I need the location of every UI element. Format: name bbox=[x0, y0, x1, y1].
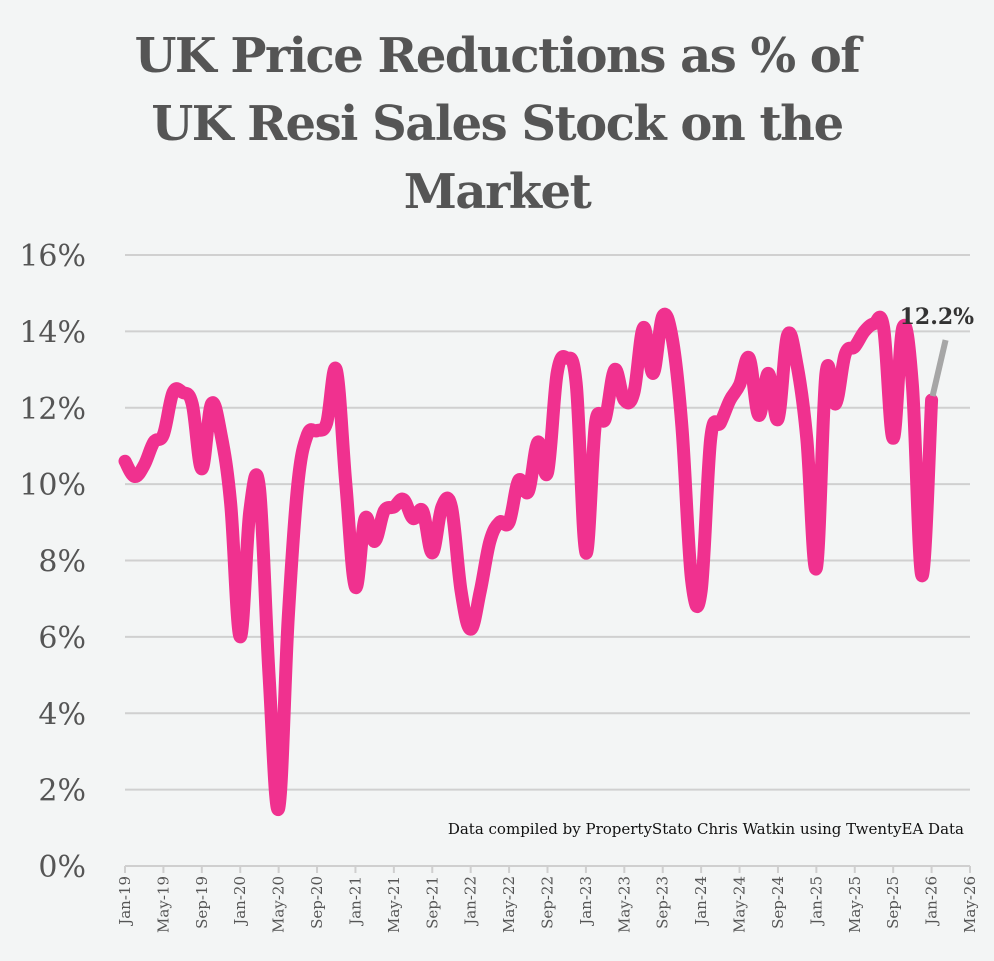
y-tick-label: 4% bbox=[38, 697, 86, 732]
x-tick-label: May-24 bbox=[731, 876, 749, 933]
chart-title: UK Price Reductions as % of UK Resi Sale… bbox=[0, 22, 994, 226]
chart-title-line-1: UK Price Reductions as % of bbox=[134, 28, 861, 84]
x-tick-label: Sep-21 bbox=[423, 876, 441, 929]
x-tick-label: Jan-24 bbox=[692, 876, 710, 927]
series-line bbox=[118, 307, 939, 816]
x-tick-label: May-23 bbox=[615, 876, 633, 933]
y-axis: 0% 2% 4% 6% 8% 10% 12% 14% 16% bbox=[19, 239, 86, 885]
x-tick-label: Jan-23 bbox=[577, 876, 595, 927]
x-tick-label: Jan-19 bbox=[116, 876, 134, 927]
data-label-leader-line bbox=[929, 339, 949, 397]
x-axis: Jan-19 May-19 Sep-19 Jan-20 May-20 Sep-20 Jan-… bbox=[116, 865, 979, 933]
x-tick-label: Sep-24 bbox=[769, 876, 787, 929]
y-tick-label: 14% bbox=[19, 315, 86, 350]
last-value-data-label: 12.2% bbox=[900, 304, 975, 330]
y-tick-label: 6% bbox=[38, 621, 86, 656]
x-tick-label: Sep-25 bbox=[884, 876, 902, 929]
x-tick-label: May-20 bbox=[270, 876, 288, 933]
x-tick-label: May-22 bbox=[500, 876, 518, 933]
y-tick-label: 0% bbox=[38, 850, 86, 885]
x-tick-label: Jan-26 bbox=[923, 876, 941, 927]
x-tick-label: Jan-22 bbox=[462, 876, 480, 927]
annotations: 12.2% Data compiled by PropertyStato Chr… bbox=[448, 304, 974, 838]
x-tick-label: May-19 bbox=[154, 876, 172, 933]
y-tick-label: 10% bbox=[19, 468, 86, 503]
y-tick-label: 16% bbox=[19, 239, 86, 274]
x-tick-label: Sep-23 bbox=[654, 876, 672, 929]
chart-title-line-3: Market bbox=[403, 164, 592, 220]
series-layer bbox=[118, 307, 939, 816]
chart-title-line-2: UK Resi Sales Stock on the bbox=[151, 96, 844, 152]
source-note: Data compiled by PropertyStato Chris Wat… bbox=[448, 820, 964, 838]
x-tick-label: Sep-19 bbox=[193, 876, 211, 929]
x-tick-label: Sep-22 bbox=[539, 876, 557, 929]
x-tick-label: May-21 bbox=[385, 876, 403, 933]
x-tick-label: Sep-20 bbox=[308, 876, 326, 929]
y-tick-label: 2% bbox=[38, 774, 86, 809]
x-tick-label: Jan-21 bbox=[346, 876, 364, 927]
y-tick-label: 12% bbox=[19, 392, 86, 427]
x-tick-label: May-26 bbox=[961, 876, 979, 933]
x-tick-label: Jan-20 bbox=[231, 876, 249, 927]
x-tick-label: May-25 bbox=[846, 876, 864, 933]
y-tick-label: 8% bbox=[38, 545, 86, 580]
x-tick-label: Jan-25 bbox=[807, 876, 825, 927]
